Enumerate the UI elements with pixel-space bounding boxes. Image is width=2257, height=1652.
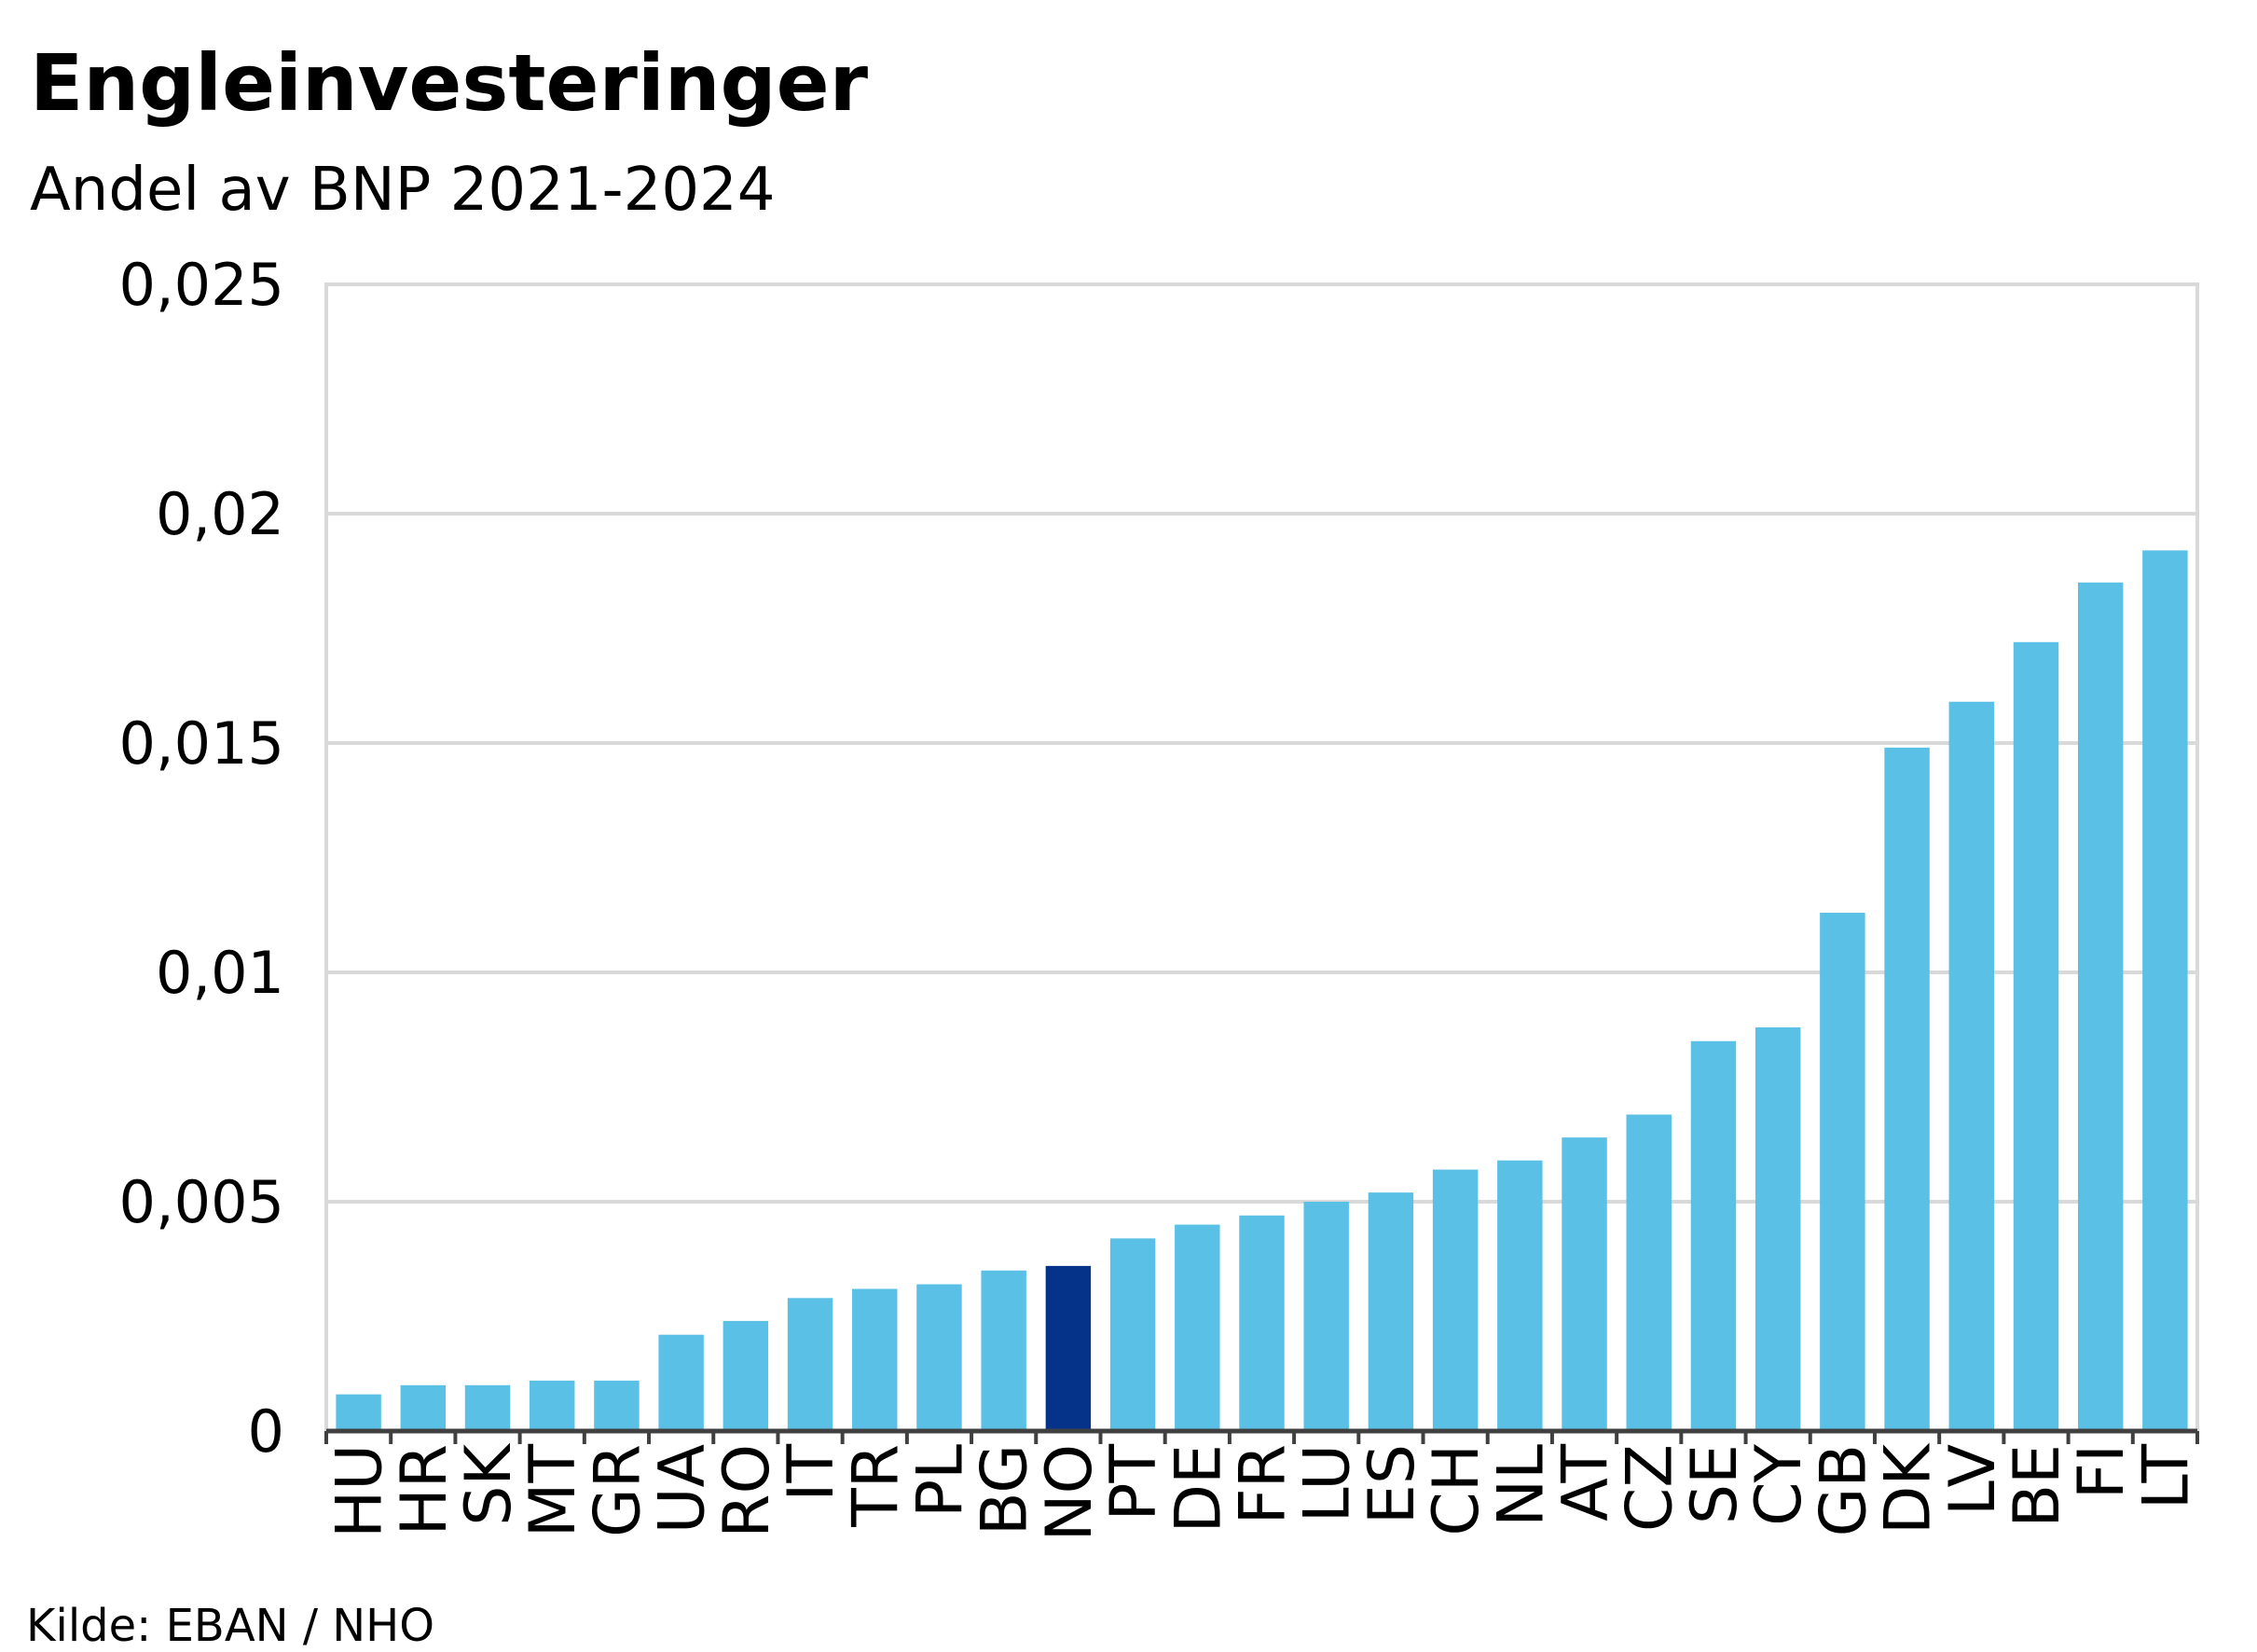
x-tick-label: HR <box>388 1444 461 1535</box>
y-tick-label: 0,025 <box>119 251 285 319</box>
x-tick-label: TR <box>839 1444 913 1528</box>
bar <box>400 1384 447 1431</box>
bar <box>2013 641 2059 1431</box>
x-tick-label: PT <box>1097 1444 1171 1521</box>
x-tick-label: NL <box>1484 1444 1558 1527</box>
x-tick-label: CY <box>1742 1444 1816 1526</box>
x-tick-label: BG <box>969 1444 1042 1535</box>
bar <box>1626 1114 1672 1431</box>
bar <box>1045 1265 1092 1431</box>
x-tick-label: PL <box>903 1444 977 1518</box>
bar <box>1497 1160 1543 1431</box>
bar <box>1109 1238 1156 1431</box>
x-tick-label: NO <box>1033 1444 1107 1541</box>
bar <box>1690 1040 1737 1431</box>
bar <box>981 1270 1026 1431</box>
x-tick-label: RO <box>710 1444 784 1538</box>
bar <box>2142 550 2188 1431</box>
bar <box>658 1334 704 1431</box>
bar <box>1175 1224 1220 1431</box>
x-tick-label: AT <box>1549 1444 1623 1521</box>
bar <box>1368 1192 1414 1431</box>
bar <box>336 1394 381 1431</box>
x-tick-label: CH <box>1420 1444 1493 1536</box>
x-tick-label: BE <box>2001 1444 2074 1528</box>
x-tick-label: GB <box>1807 1444 1880 1536</box>
y-tick-label: 0,015 <box>119 709 285 778</box>
x-tick-label: FR <box>1227 1444 1301 1524</box>
x-tick-label: SE <box>1678 1444 1752 1524</box>
chart-subtitle: Andel av BNP 2021-2024 <box>30 156 775 225</box>
x-tick-label: ES <box>1356 1444 1429 1524</box>
bar <box>464 1384 511 1431</box>
bar <box>787 1298 833 1431</box>
x-tick-label: DE <box>1162 1444 1235 1533</box>
x-tick-label: GR <box>581 1444 654 1537</box>
bar <box>916 1284 962 1431</box>
x-tick-label: LV <box>1936 1444 2010 1516</box>
chart-title: Engleinvesteringer <box>30 37 869 129</box>
y-tick-label: 0,01 <box>156 939 284 1007</box>
bar <box>1562 1137 1607 1431</box>
bar <box>594 1380 640 1431</box>
bar <box>1755 1027 1801 1431</box>
bar <box>2077 582 2124 1431</box>
x-tick-label: LU <box>1291 1444 1365 1522</box>
x-tick-label: MT <box>516 1444 590 1538</box>
x-tick-label: LT <box>2129 1444 2203 1510</box>
bar <box>1303 1202 1349 1431</box>
x-tick-label: FI <box>2065 1444 2139 1499</box>
y-tick-label: 0,02 <box>156 480 284 548</box>
y-tick-label: 0 <box>248 1397 284 1466</box>
bar <box>1948 701 1994 1431</box>
x-tick-label: SK <box>452 1442 526 1526</box>
bar <box>1239 1215 1285 1431</box>
x-tick-label: CZ <box>1614 1444 1687 1532</box>
bar <box>852 1288 898 1431</box>
bar <box>530 1380 575 1431</box>
x-tick-label: DK <box>1872 1442 1946 1535</box>
source-note: Kilde: EBAN / NHO <box>26 1600 434 1652</box>
x-tick-label: UA <box>646 1444 720 1534</box>
x-tick-label: HU <box>323 1444 397 1538</box>
y-tick-label: 0,005 <box>119 1168 285 1236</box>
x-tick-label: IT <box>775 1444 848 1502</box>
bar <box>1884 747 1930 1431</box>
bar <box>1820 913 1865 1431</box>
bar <box>1432 1169 1479 1431</box>
bar <box>723 1320 769 1431</box>
